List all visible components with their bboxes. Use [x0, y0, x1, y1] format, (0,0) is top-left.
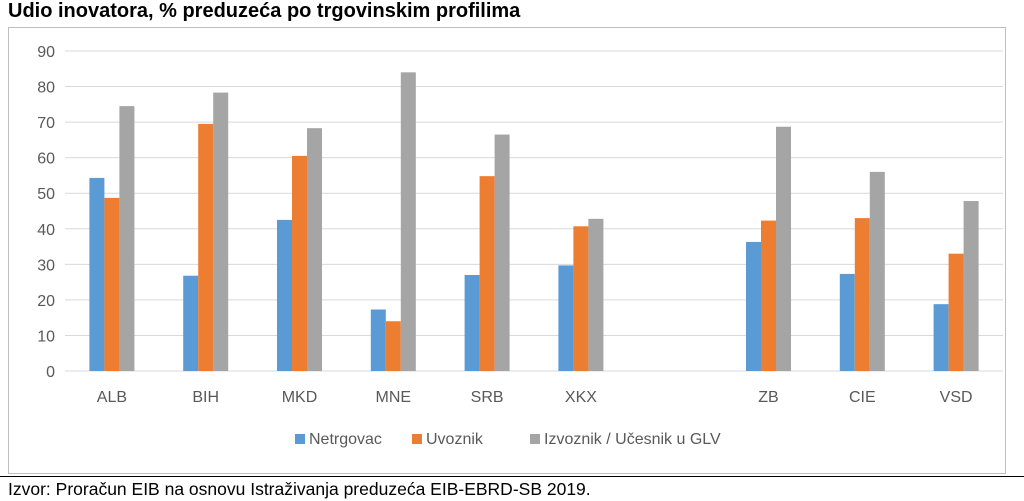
bar-mne-2	[400, 72, 416, 372]
bar-mne-1	[385, 321, 401, 371]
bar-alb-1	[104, 197, 120, 371]
chart-area: 0 10 20 30 40 50 60 70 80 90 ALB BIH MKD MNE SRB XKX ZB…	[8, 27, 1006, 474]
y-tick-label: 90	[37, 44, 55, 61]
bar-cie-1	[854, 218, 870, 371]
legend-swatch	[412, 434, 422, 444]
x-tick-label: BIH	[192, 389, 219, 406]
bar-srb-1	[479, 176, 495, 371]
bar-bih-2	[213, 92, 229, 371]
x-tick-label: VSD	[940, 389, 973, 406]
bar-xkx-0	[558, 265, 574, 371]
bar-chart: 0 10 20 30 40 50 60 70 80 90 ALB BIH MKD MNE SRB XKX ZB…	[37, 44, 1003, 448]
source-note: Izvor: Proračun EIB na osnovu Istraživan…	[8, 479, 591, 499]
bar-bih-0	[183, 275, 199, 371]
legend: Netrgovac Uvoznik Izvoznik / Učesnik u GLV	[295, 431, 721, 448]
legend-label: Izvoznik / Učesnik u GLV	[544, 431, 721, 448]
bar-cie-2	[869, 171, 885, 371]
x-tick-label: MKD	[282, 389, 318, 406]
y-tick-label: 50	[37, 186, 55, 203]
legend-label: Uvoznik	[426, 431, 484, 448]
chart-title: Udio inovatora, % preduzeća po trgovinsk…	[8, 0, 521, 22]
x-tick-label: ALB	[97, 389, 127, 406]
bar-vsd-2	[963, 201, 979, 371]
x-axis-ticks: ALB BIH MKD MNE SRB XKX ZB CIE VSD	[97, 389, 973, 406]
bar-mkd-0	[277, 219, 292, 371]
x-tick-label: CIE	[849, 389, 876, 406]
bars	[89, 72, 979, 372]
bar-zb-1	[761, 220, 776, 371]
legend-swatch	[530, 434, 540, 444]
bar-zb-0	[746, 241, 761, 371]
bar-mne-0	[370, 309, 386, 371]
x-tick-label: SRB	[471, 389, 504, 406]
x-tick-label: ZB	[758, 389, 778, 406]
x-tick-label: XKX	[565, 389, 597, 406]
bar-alb-0	[89, 177, 105, 371]
bar-srb-2	[494, 134, 510, 371]
y-tick-label: 20	[37, 293, 55, 310]
bar-zb-2	[776, 126, 791, 371]
y-tick-label: 70	[37, 115, 55, 132]
x-tick-label: MNE	[376, 389, 412, 406]
bar-bih-1	[198, 123, 214, 371]
bar-srb-0	[464, 275, 480, 371]
y-tick-label: 40	[37, 222, 55, 239]
legend-label: Netrgovac	[309, 431, 382, 448]
bar-cie-0	[839, 273, 855, 371]
y-tick-label: 10	[37, 328, 55, 345]
bar-xkx-1	[573, 226, 589, 371]
y-tick-label: 0	[46, 364, 55, 381]
bar-xkx-2	[588, 218, 604, 371]
bar-alb-2	[119, 106, 135, 371]
source-divider	[0, 476, 1024, 477]
bar-vsd-0	[933, 304, 949, 371]
y-axis-ticks: 0 10 20 30 40 50 60 70 80 90	[37, 44, 55, 381]
y-tick-label: 60	[37, 151, 55, 168]
bar-vsd-1	[948, 253, 964, 371]
bar-mkd-2	[307, 128, 322, 371]
y-tick-label: 80	[37, 80, 55, 97]
bar-mkd-1	[292, 155, 307, 371]
y-tick-label: 30	[37, 257, 55, 274]
legend-swatch	[295, 434, 305, 444]
